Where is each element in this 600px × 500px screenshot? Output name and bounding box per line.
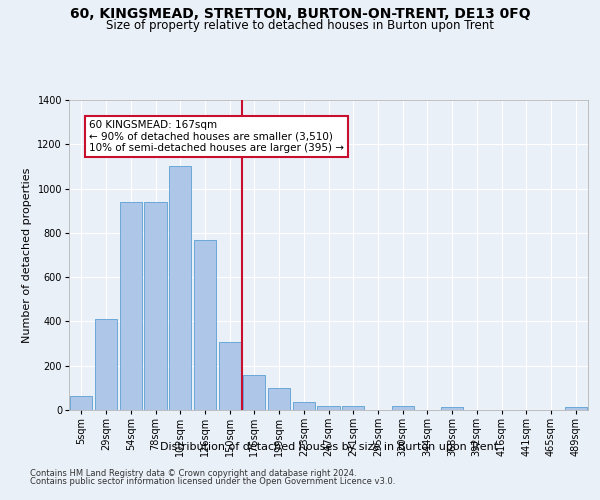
- Bar: [565, 408, 587, 410]
- Bar: [441, 408, 463, 410]
- Text: 60 KINGSMEAD: 167sqm
← 90% of detached houses are smaller (3,510)
10% of semi-de: 60 KINGSMEAD: 167sqm ← 90% of detached h…: [89, 120, 344, 153]
- Text: Size of property relative to detached houses in Burton upon Trent: Size of property relative to detached ho…: [106, 18, 494, 32]
- Bar: [95, 319, 117, 410]
- Bar: [169, 166, 191, 410]
- Bar: [218, 342, 241, 410]
- Bar: [145, 202, 167, 410]
- Text: Contains public sector information licensed under the Open Government Licence v3: Contains public sector information licen…: [30, 477, 395, 486]
- Y-axis label: Number of detached properties: Number of detached properties: [22, 168, 32, 342]
- Bar: [194, 240, 216, 410]
- Text: Contains HM Land Registry data © Crown copyright and database right 2024.: Contains HM Land Registry data © Crown c…: [30, 468, 356, 477]
- Bar: [70, 396, 92, 410]
- Text: 60, KINGSMEAD, STRETTON, BURTON-ON-TRENT, DE13 0FQ: 60, KINGSMEAD, STRETTON, BURTON-ON-TRENT…: [70, 8, 530, 22]
- Bar: [317, 406, 340, 410]
- Bar: [268, 388, 290, 410]
- Bar: [392, 406, 414, 410]
- Text: Distribution of detached houses by size in Burton upon Trent: Distribution of detached houses by size …: [160, 442, 498, 452]
- Bar: [243, 374, 265, 410]
- Bar: [342, 406, 364, 410]
- Bar: [119, 202, 142, 410]
- Bar: [293, 402, 315, 410]
